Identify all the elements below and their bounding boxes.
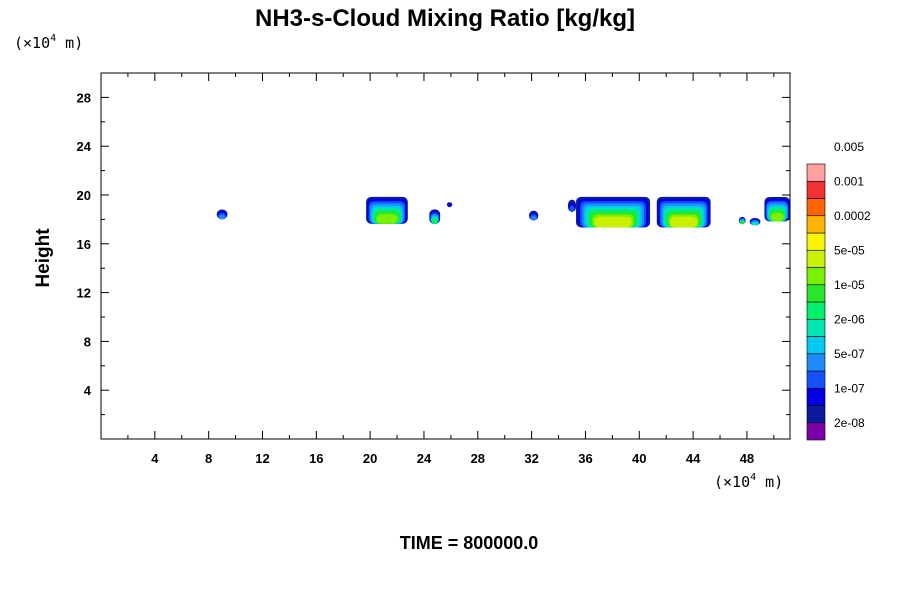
contour-fill [447,203,452,208]
contour-fill [218,214,226,220]
time-annotation: TIME = 800000.0 [400,533,539,553]
y-unit-prefix: (×10 [14,34,50,52]
colorbar-label: 0.0002 [834,209,871,223]
x-tick-label: 20 [363,451,377,466]
contour-fill [670,216,698,228]
colorbar-swatch [806,336,826,355]
x-tick-label: 24 [417,451,432,466]
colorbar-label: 0.005 [834,140,864,154]
y-tick-label: 16 [77,237,91,252]
colorbar-swatch [806,284,826,303]
colorbar-label: 2e-06 [834,312,865,326]
colorbar-label: 1e-05 [834,278,865,292]
cloud-patch [429,209,441,224]
colorbar-swatch [806,215,826,234]
colorbar-swatch [806,318,826,337]
x-tick-label: 40 [632,451,646,466]
contour-fill [740,221,744,225]
contour-fill [569,205,575,212]
x-unit-exponent: 4 [750,472,756,483]
colorbar-swatch [806,267,826,286]
x-tick-label: 44 [686,451,701,466]
cloud-patch [764,196,790,222]
colorbar-swatch [806,422,826,441]
x-axis-unit: (×104 m) [714,472,783,491]
y-tick-label: 20 [77,188,91,203]
y-tick-label: 24 [77,139,92,154]
colorbar-label: 5e-07 [834,347,865,361]
cloud-patch [216,209,228,220]
contour-fill [770,212,784,222]
cloud-patch [528,210,539,221]
x-tick-label: 36 [578,451,592,466]
x-tick-label: 8 [205,451,212,466]
colorbar-swatch [806,249,826,268]
cloud-patch [749,218,761,226]
y-axis-unit: (×104 m) [14,33,83,52]
cloud-patch [738,216,746,225]
x-tick-label: 16 [309,451,323,466]
y-tick-label: 12 [77,286,91,301]
x-unit-prefix: (×10 [714,473,750,491]
colorbar-swatch [806,405,826,424]
contour-fill [376,214,398,224]
plot-frame [100,72,791,440]
y-tick-label: 28 [77,90,91,105]
x-tick-label: 32 [524,451,538,466]
colorbar-label: 2e-08 [834,416,865,430]
cloud-patch [446,202,453,208]
contour-fill [431,218,438,224]
y-axis-label: Height [33,228,54,288]
colorbar-swatch [806,370,826,389]
colorbar-swatch [806,180,826,199]
cloud-patch [576,196,651,228]
colorbar-swatch [806,353,826,372]
colorbar-swatch [806,198,826,217]
contour-fill [530,215,537,221]
x-unit-suffix: m) [756,473,783,491]
colorbar-swatch [806,301,826,320]
colorbar: 2e-08 1e-07 5e-07 2e-06 1e-05 5e-05 0.0002 0.00… [806,140,871,441]
y-unit-suffix: m) [56,34,83,52]
cloud-patch [656,196,711,228]
x-tick-label: 28 [471,451,485,466]
y-tick-label: 4 [84,383,92,398]
cloud-patch [567,199,577,212]
cloud-contours [216,196,790,228]
x-tick-label: 4 [151,451,159,466]
colorbar-swatch [806,163,826,182]
y-tick-label: 8 [84,334,91,349]
colorbar-label: 5e-05 [834,243,865,257]
colorbar-label: 0.001 [834,174,864,188]
contour-fill [594,216,632,228]
contour-fill [752,222,758,226]
chart-title: NH3-s-Cloud Mixing Ratio [kg/kg] [255,5,635,32]
colorbar-swatch [806,387,826,406]
y-unit-exponent: 4 [50,33,56,44]
cloud-patch [366,196,408,224]
colorbar-swatch [806,232,826,251]
x-tick-label: 48 [740,451,754,466]
colorbar-label: 1e-07 [834,381,865,395]
x-tick-label: 12 [255,451,269,466]
